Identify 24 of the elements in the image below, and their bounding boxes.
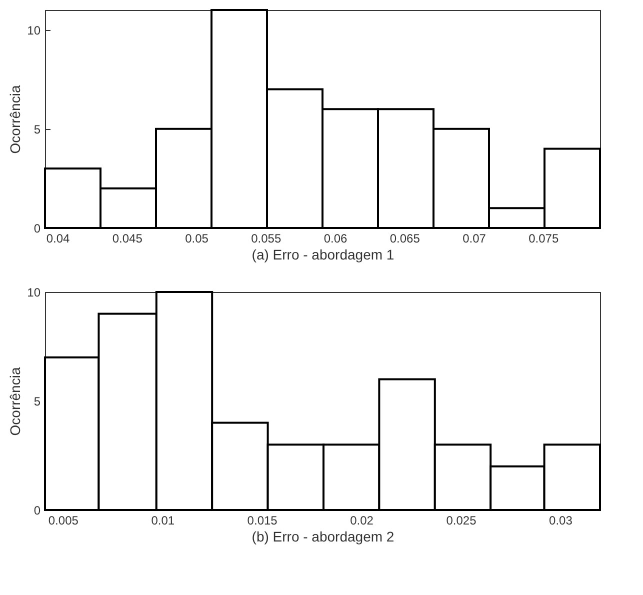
x-tick-label: 0.065 (390, 232, 420, 246)
y-tick-label: 5 (34, 122, 41, 136)
x-tick-label: 0.01 (151, 514, 175, 528)
x-tick-label: 0.05 (185, 232, 209, 246)
x-tick-label: 0.06 (324, 232, 348, 246)
y-tick-label: 0 (34, 504, 41, 518)
x-tick-label: 0.025 (446, 514, 477, 528)
x-tick-label: 0.055 (251, 232, 282, 246)
x-axis-title: (a) Erro - abordagem 1 (252, 246, 394, 262)
x-tick-label: 0.04 (46, 232, 70, 246)
y-axis-title: Ocorrência (7, 85, 24, 154)
y-tick-label: 0 (34, 222, 41, 236)
x-tick-label: 0.02 (350, 514, 374, 528)
x-tick-label: 0.005 (48, 514, 79, 528)
y-tick-label: 10 (27, 23, 41, 38)
x-tick-label: 0.075 (528, 232, 559, 246)
x-tick-label: 0.045 (112, 232, 143, 246)
x-axis-title: (b) Erro - abordagem 2 (252, 528, 394, 544)
y-tick-label: 5 (34, 394, 41, 408)
x-tick-label: 0.03 (549, 514, 573, 528)
y-tick-label: 10 (27, 286, 41, 300)
y-axis-title: Ocorrência (7, 367, 24, 436)
x-tick-label: 0.015 (247, 514, 278, 528)
x-tick-label: 0.07 (462, 232, 486, 246)
